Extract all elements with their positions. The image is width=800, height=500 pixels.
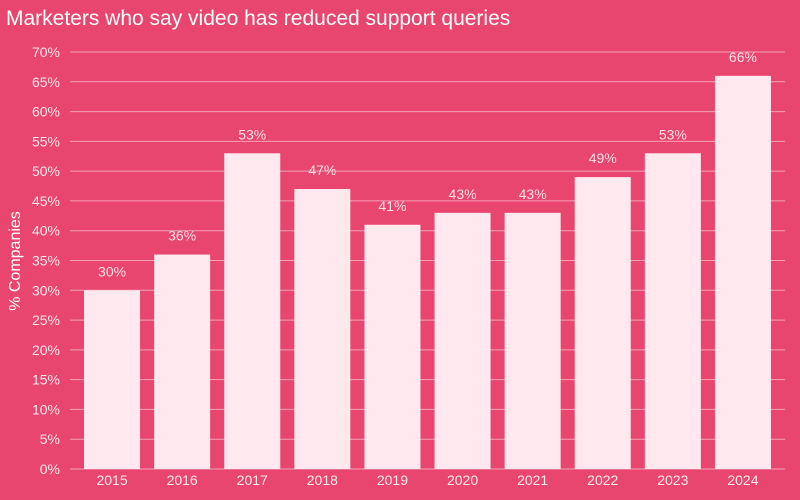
y-tick-label: 35% <box>32 253 60 269</box>
y-tick-label: 0% <box>40 461 60 477</box>
y-tick-label: 70% <box>32 44 60 60</box>
bar <box>434 212 491 470</box>
bar <box>154 254 211 469</box>
y-axis-ticks: 0% 5% 10% 15% 20% 25% 30% 35% 40% 45% 50% 55% 60% 65%… <box>32 44 60 477</box>
y-tick-label: 5% <box>40 431 60 447</box>
bar <box>294 189 351 469</box>
y-tick-label: 40% <box>32 223 60 239</box>
bar-value-label: 49% <box>589 150 617 166</box>
y-tick-label: 65% <box>32 74 60 90</box>
x-category-label: 2020 <box>447 472 478 488</box>
x-category-label: 2022 <box>587 472 618 488</box>
x-axis-categories: 2015 2016 2017 2018 2019 2020 2021 2022 2023 2024 <box>96 472 758 488</box>
x-category-label: 2018 <box>307 472 338 488</box>
bar-value-label: 43% <box>519 186 547 202</box>
x-category-label: 2021 <box>517 472 548 488</box>
x-category-label: 2016 <box>167 472 198 488</box>
bars <box>84 75 771 470</box>
bar-value-label: 30% <box>98 263 126 279</box>
bar-value-label: 43% <box>449 186 477 202</box>
y-tick-label: 20% <box>32 342 60 358</box>
bar-value-label: 53% <box>238 126 266 142</box>
y-tick-label: 30% <box>32 282 60 298</box>
bar-value-label: 41% <box>378 198 406 214</box>
x-category-label: 2019 <box>377 472 408 488</box>
x-category-label: 2023 <box>657 472 688 488</box>
y-tick-label: 15% <box>32 372 60 388</box>
chart-title: Marketers who say video has reduced supp… <box>6 7 511 30</box>
bar <box>364 224 421 469</box>
y-tick-label: 50% <box>32 163 60 179</box>
bar <box>714 75 771 469</box>
bar-value-label: 36% <box>168 228 196 244</box>
bar-value-label: 66% <box>729 49 757 65</box>
y-tick-label: 25% <box>32 312 60 328</box>
data-labels: 30% 36% 53% 47% 41% 43% 43% 49% 53% 66% <box>98 49 757 279</box>
bar <box>224 153 281 469</box>
bar-value-label: 53% <box>659 126 687 142</box>
y-tick-label: 60% <box>32 104 60 120</box>
y-tick-label: 10% <box>32 401 60 417</box>
x-category-label: 2015 <box>96 472 127 488</box>
bar <box>574 177 631 469</box>
bar <box>644 153 701 469</box>
bar-value-label: 47% <box>308 162 336 178</box>
bar <box>84 290 141 469</box>
y-tick-label: 55% <box>32 133 60 149</box>
x-category-label: 2024 <box>727 472 758 488</box>
y-axis-title: % Companies <box>7 211 24 311</box>
x-category-label: 2017 <box>237 472 268 488</box>
bar <box>504 212 561 470</box>
y-tick-label: 45% <box>32 193 60 209</box>
